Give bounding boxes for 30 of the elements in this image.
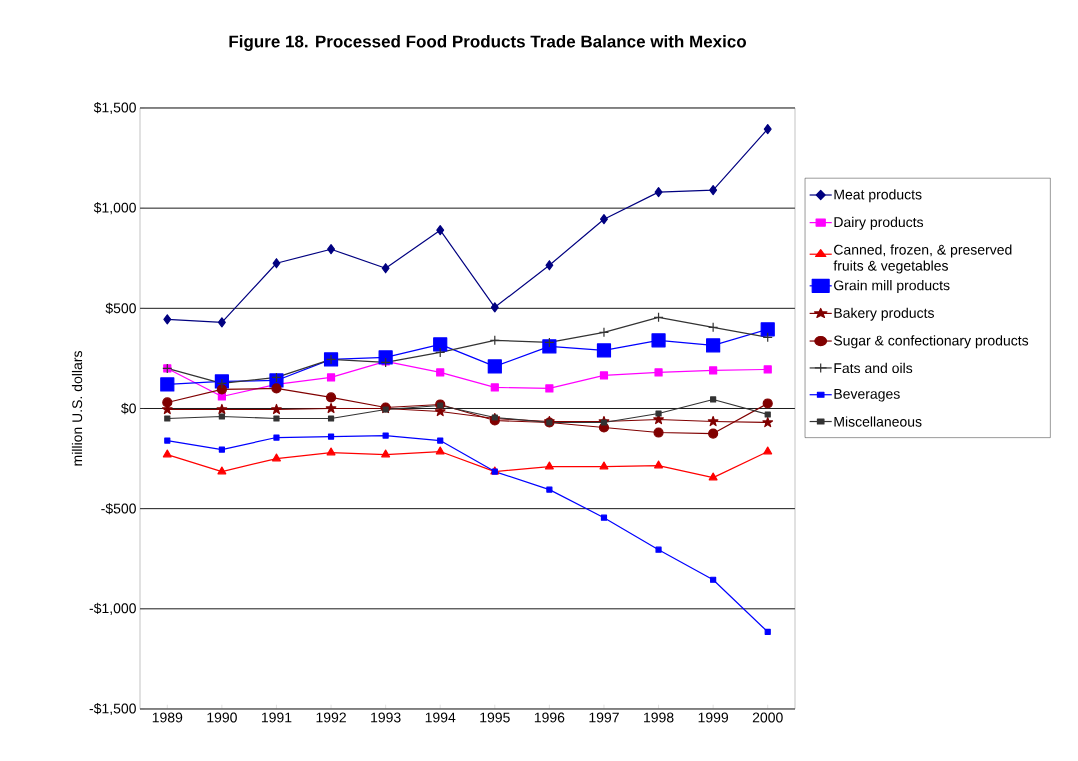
legend-label: Grain mill products bbox=[834, 280, 950, 294]
x-tick-label: 1991 bbox=[261, 712, 292, 723]
legend-label: Fats and oils bbox=[834, 362, 913, 374]
x-tick-label: 1998 bbox=[644, 712, 674, 723]
legend-label: Sugar & confectionary products bbox=[833, 335, 1029, 349]
y-tick-label: -$500 bbox=[101, 502, 136, 515]
x-tick-label: 1990 bbox=[207, 712, 237, 723]
x-tick-label: 1995 bbox=[480, 712, 510, 723]
legend-label: Beverages bbox=[834, 389, 900, 402]
y-tick-label: -$1,500 bbox=[89, 702, 136, 716]
x-tick-label: 1999 bbox=[698, 712, 729, 723]
x-tick-label: 1992 bbox=[316, 712, 346, 723]
y-tick-label: $1,500 bbox=[93, 101, 136, 115]
y-tick-label: $1,000 bbox=[93, 202, 136, 215]
x-tick-label: 1996 bbox=[534, 712, 565, 723]
y-tick-label: -$1,000 bbox=[89, 602, 136, 615]
legend-label: Bakery products bbox=[834, 307, 934, 321]
x-tick-label: 1994 bbox=[425, 712, 456, 723]
legend-label: Miscellaneous bbox=[834, 416, 922, 427]
x-tick-label: 1989 bbox=[152, 712, 183, 723]
x-tick-label: 1993 bbox=[371, 712, 401, 723]
y-tick-label: $500 bbox=[105, 302, 136, 314]
legend-label: Dairy products bbox=[834, 216, 924, 230]
chart-title: Figure 18. Processed Food Products Trade Balance with Mexico bbox=[229, 35, 746, 51]
x-tick-label: 2000 bbox=[752, 712, 783, 723]
legend-label: Meat products bbox=[834, 189, 922, 203]
y-axis-title: million U.S. dollars bbox=[71, 351, 83, 466]
y-tick-label: $0 bbox=[121, 402, 136, 415]
legend-label: Canned, frozen, & preserved fruits & vegetables bbox=[833, 244, 1012, 274]
x-tick-label: 1997 bbox=[589, 712, 619, 723]
